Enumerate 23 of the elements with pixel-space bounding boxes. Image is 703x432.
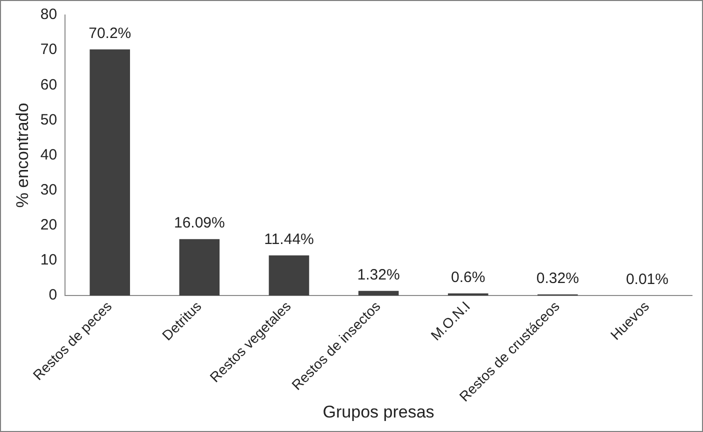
x-axis-title: Grupos presas <box>322 402 434 422</box>
data-label: 16.09% <box>174 214 225 232</box>
y-axis-title: % encontrado <box>12 102 32 208</box>
bar <box>268 255 310 296</box>
bar <box>448 293 488 296</box>
y-tick-label: 0 <box>48 286 58 304</box>
y-tick-label: 30 <box>40 181 58 198</box>
y-tick-label: 80 <box>40 6 58 24</box>
data-label: 0.32% <box>536 270 579 288</box>
data-label: 11.44% <box>264 231 314 248</box>
bar <box>90 49 130 296</box>
data-label: 1.32% <box>357 266 400 284</box>
y-tick-label: 70 <box>40 41 58 58</box>
y-tick-label: 60 <box>40 76 58 94</box>
data-label: 70.2% <box>88 25 132 42</box>
y-tick-label: 10 <box>40 252 58 269</box>
y-tick-label: 20 <box>40 216 58 234</box>
data-label: 0.01% <box>626 271 668 288</box>
data-label: 0.6% <box>451 269 486 286</box>
y-tick-label: 40 <box>40 146 58 164</box>
bar <box>358 290 399 296</box>
y-tick-label: 50 <box>40 111 58 128</box>
bar <box>179 239 220 296</box>
